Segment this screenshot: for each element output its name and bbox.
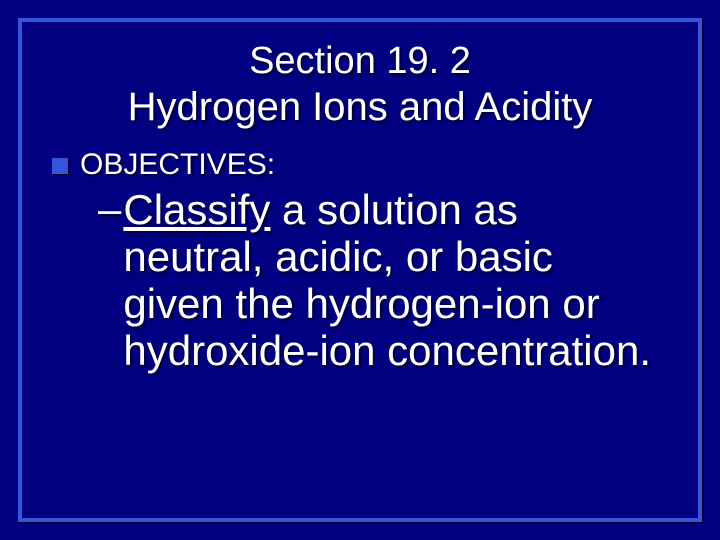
title-line-1: Section 19. 2 — [46, 40, 674, 84]
objectives-heading-row: OBJECTIVES: — [52, 148, 674, 182]
slide-frame: Section 19. 2 Hydrogen Ions and Acidity … — [18, 18, 702, 522]
slide-title: Section 19. 2 Hydrogen Ions and Acidity — [46, 40, 674, 130]
slide-root: Section 19. 2 Hydrogen Ions and Acidity … — [0, 0, 720, 540]
dash-bullet-icon: – — [98, 186, 121, 232]
objective-item: – Classify a solution as neutral, acidic… — [98, 186, 664, 374]
slide-content: Section 19. 2 Hydrogen Ions and Acidity … — [22, 22, 698, 392]
square-bullet-icon — [52, 158, 68, 174]
title-line-2: Hydrogen Ions and Acidity — [46, 84, 674, 130]
objectives-label: OBJECTIVES: — [80, 148, 275, 182]
objective-text: Classify a solution as neutral, acidic, … — [123, 186, 664, 374]
objective-underlined-word: Classify — [123, 186, 270, 233]
